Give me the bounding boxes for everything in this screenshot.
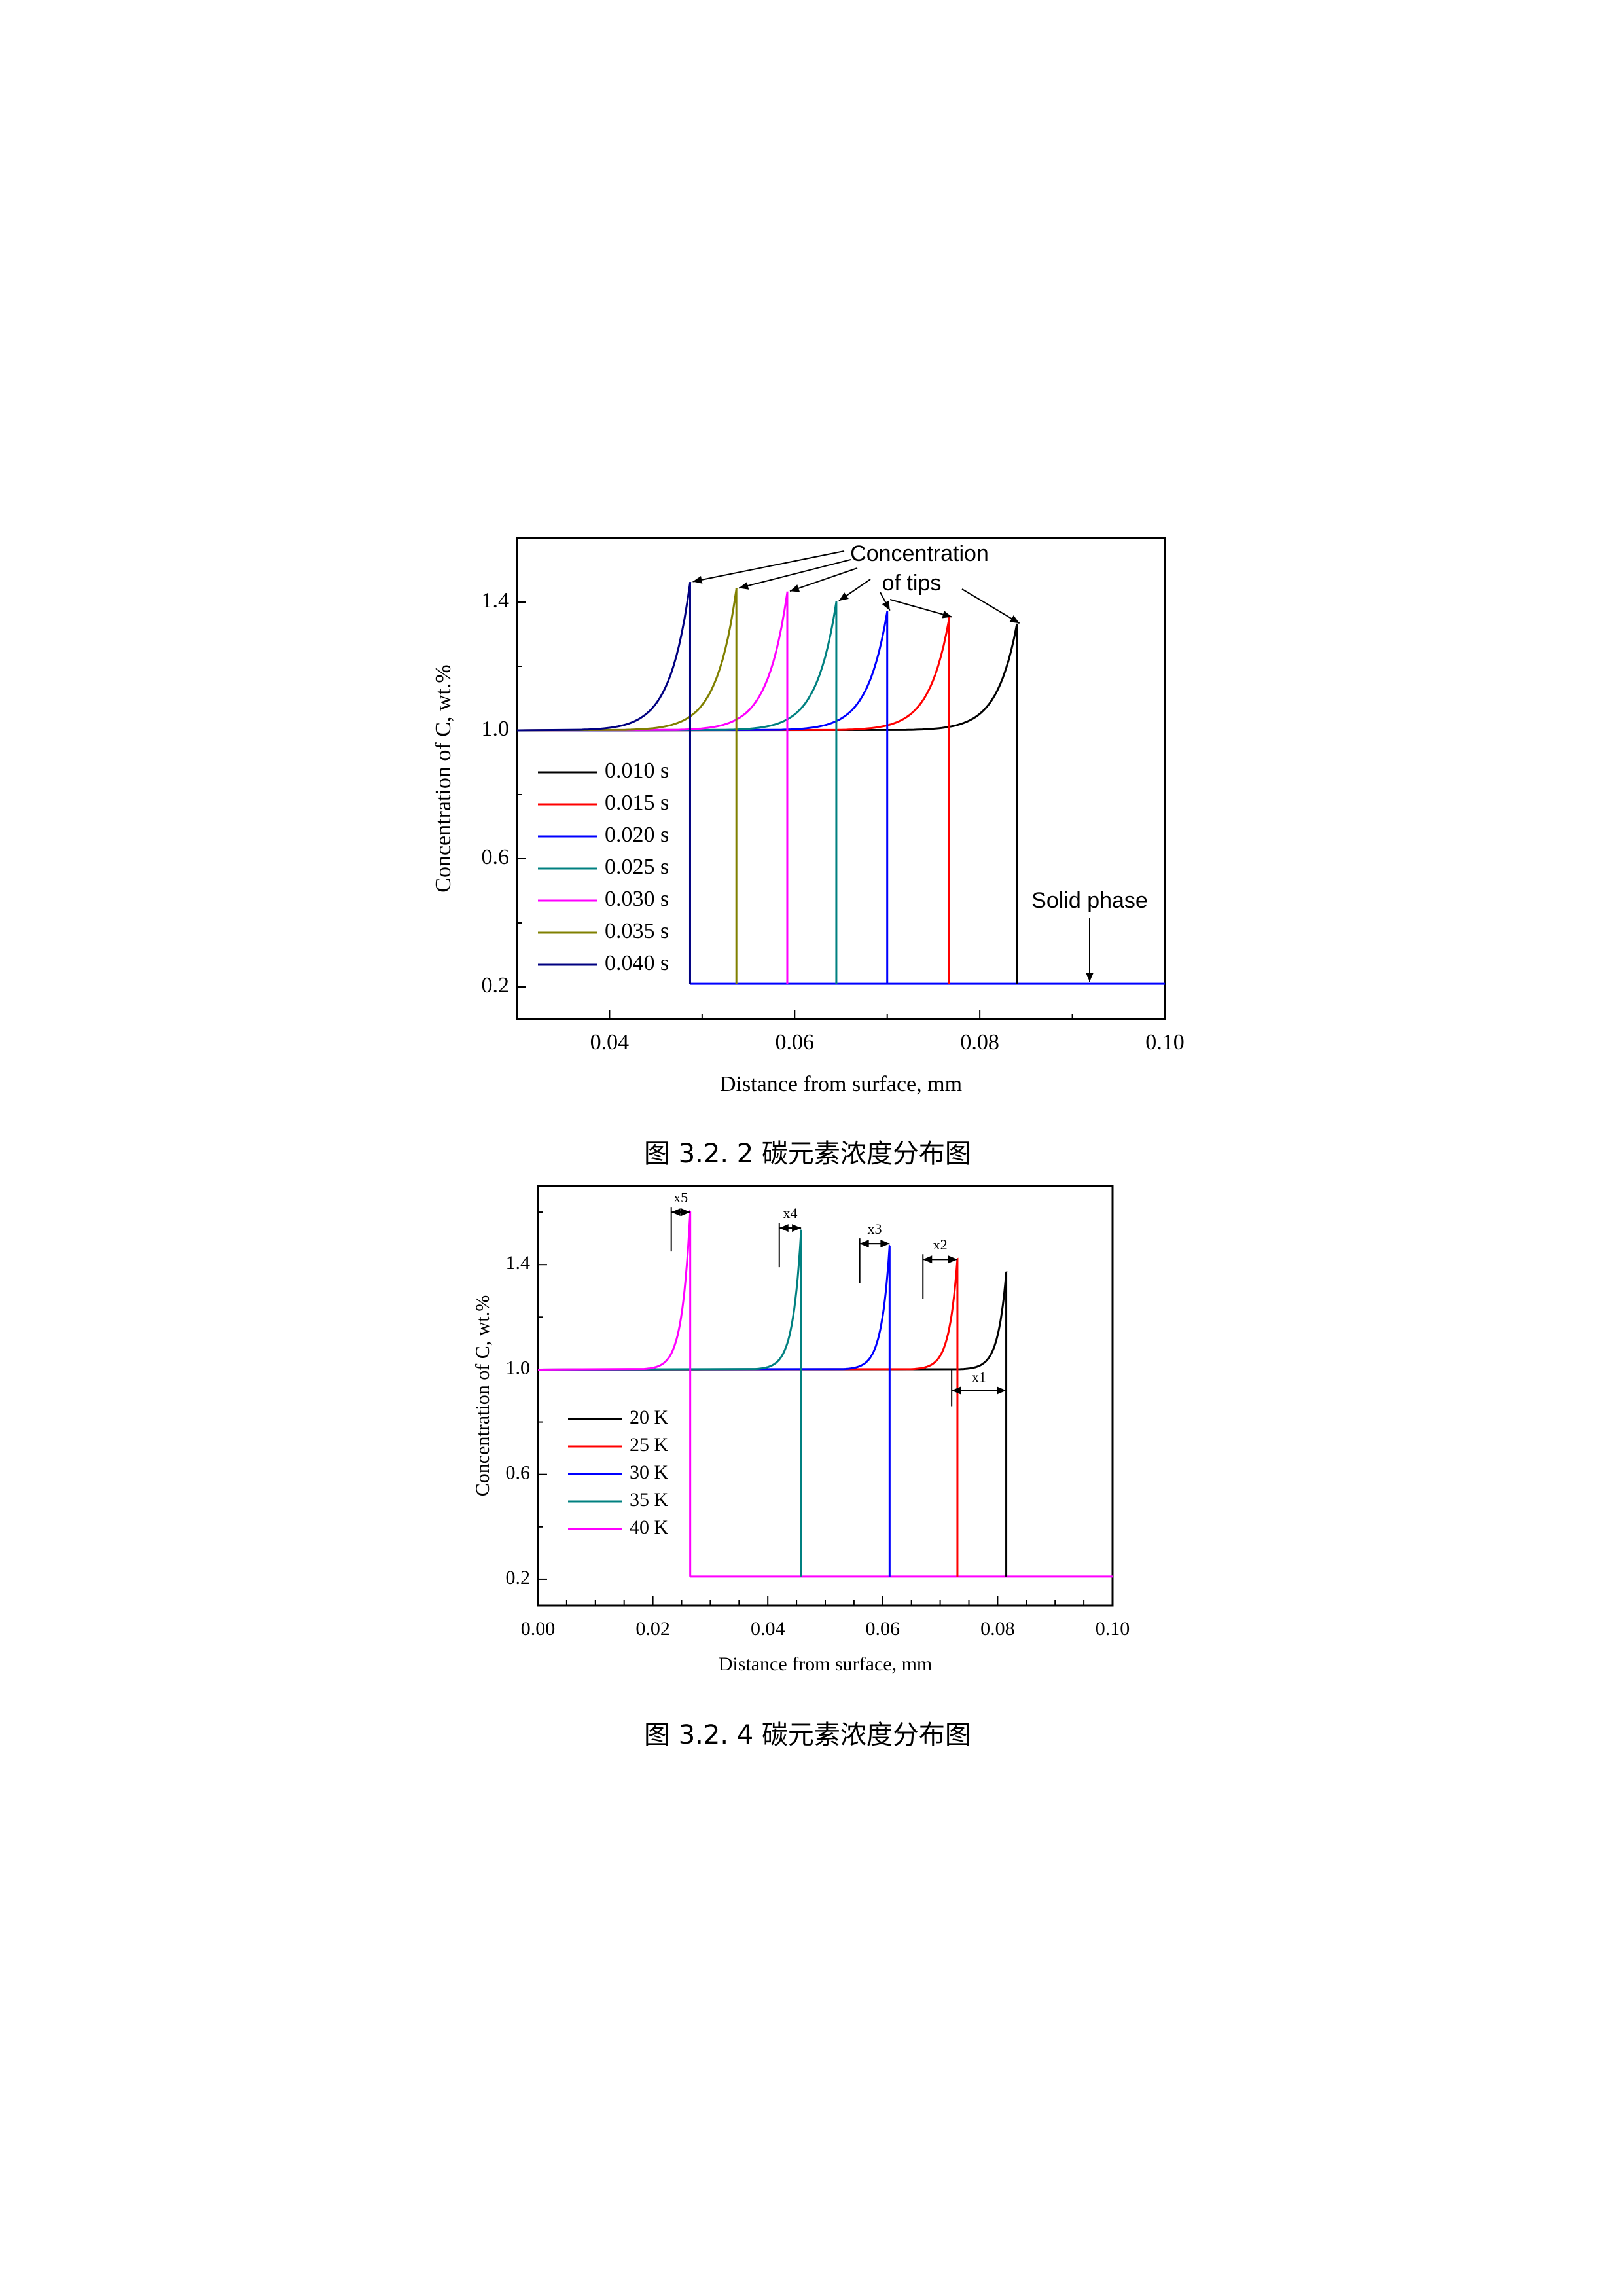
series-line-3 [516, 601, 838, 984]
caption-fig1: 图 3.2. 2 碳元素浓度分布图 [644, 1139, 971, 1169]
series-line-1 [516, 617, 951, 984]
plot-frame [537, 1185, 1114, 1607]
series-line-6 [516, 582, 692, 984]
tip-arrow-2 [789, 567, 858, 592]
series-line-5 [516, 588, 738, 984]
x-tick-label: 0.04 [590, 1030, 630, 1054]
interval-label-3: x4 [783, 1205, 797, 1221]
legend-label-5: 0.035 s [605, 919, 669, 943]
series-line-3 [537, 1229, 802, 1577]
interval-label-0: x1 [972, 1369, 986, 1386]
y-tick-label: 1.4 [506, 1252, 531, 1274]
series-line-4 [537, 1209, 692, 1577]
solid-phase-arrow-head [1086, 973, 1094, 982]
y-tick-label: 1.0 [506, 1357, 531, 1378]
caption-fig2: 图 3.2. 4 碳元素浓度分布图 [644, 1720, 971, 1750]
x-tick-label: 0.06 [866, 1618, 901, 1640]
y-tick-label: 1.0 [482, 717, 510, 741]
y-axis-label: Concentration of C, wt.% [472, 1295, 493, 1496]
x-tick-label: 0.00 [521, 1618, 556, 1640]
interval-arrow-l-4-head [671, 1208, 681, 1217]
interval-label-4: x5 [673, 1189, 688, 1206]
series-line-0 [516, 623, 1018, 984]
tip-arrow-2-head [789, 584, 800, 592]
y-tick-label: 0.6 [482, 845, 510, 869]
x-axis-label: Distance from surface, mm [720, 1072, 962, 1096]
tip-arrow-0 [692, 550, 845, 583]
x-tick-label: 0.02 [635, 1618, 670, 1640]
legend-label-1: 25 K [630, 1434, 669, 1456]
tip-arrow-5 [889, 599, 952, 618]
y-tick-label: 0.2 [506, 1567, 531, 1588]
x-axis-label: Distance from surface, mm [719, 1653, 933, 1675]
x-tick-label: 0.06 [776, 1030, 815, 1054]
legend-label-3: 0.025 s [605, 855, 669, 879]
y-axis-label: Concentration of C, wt.% [431, 664, 455, 892]
x-tick-label: 0.08 [980, 1618, 1015, 1640]
legend-label-2: 0.020 s [605, 823, 669, 847]
interval-arrow-l-3-head [779, 1224, 789, 1232]
series-line-2 [537, 1244, 891, 1577]
annotation-solid-phase: Solid phase [1031, 888, 1148, 913]
legend-label-2: 30 K [630, 1462, 669, 1483]
tip-arrow-4-head [882, 600, 890, 611]
series-line-0 [537, 1271, 1008, 1577]
tip-arrow-5-head [942, 610, 952, 619]
series-line-2 [516, 611, 889, 984]
tip-arrow-1 [738, 559, 851, 589]
legend-label-0: 20 K [630, 1407, 669, 1428]
interval-arrow-l-2-head [859, 1240, 869, 1248]
interval-label-2: x3 [868, 1221, 882, 1237]
plot-frame [516, 537, 1166, 1020]
legend-label-1: 0.015 s [605, 791, 669, 815]
x-tick-label: 0.08 [960, 1030, 999, 1054]
legend-label-0: 0.010 s [605, 759, 669, 783]
y-tick-label: 1.4 [482, 588, 510, 613]
tip-arrow-6-head [1009, 615, 1020, 624]
annotation-concentration: Concentration [850, 541, 989, 566]
interval-label-1: x2 [933, 1236, 948, 1253]
tip-arrow-0-head [692, 575, 703, 584]
y-tick-label: 0.6 [506, 1462, 531, 1484]
series-line-1 [537, 1257, 959, 1577]
x-tick-label: 0.10 [1096, 1618, 1130, 1640]
legend-label-6: 0.040 s [605, 951, 669, 975]
legend-label-4: 40 K [630, 1516, 669, 1538]
tip-arrow-1-head [739, 582, 749, 590]
interval-arrow-l-1-head [923, 1255, 933, 1264]
tip-arrow-6 [961, 588, 1020, 624]
interval-arrow-l-0-head [952, 1386, 961, 1395]
series-line-4 [516, 591, 789, 984]
y-tick-label: 0.2 [482, 973, 510, 997]
legend-label-4: 0.030 s [605, 887, 669, 911]
annotation-of-tips: of tips [882, 571, 942, 596]
x-tick-label: 0.10 [1145, 1030, 1185, 1054]
chart-fig1: 0.04 0.06 0.08 0.10 0.2 0.6 1.0 1.4 Distance fro… [431, 537, 1185, 1096]
x-tick-label: 0.04 [751, 1618, 785, 1640]
tip-arrow-3-head [838, 592, 849, 601]
legend-label-3: 35 K [630, 1489, 669, 1511]
